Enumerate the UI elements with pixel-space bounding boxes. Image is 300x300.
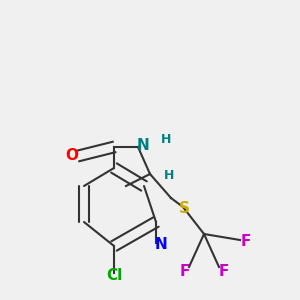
Text: S: S xyxy=(179,201,190,216)
Text: F: F xyxy=(241,234,251,249)
Text: N: N xyxy=(154,237,167,252)
Text: H: H xyxy=(161,133,172,146)
Text: F: F xyxy=(179,264,190,279)
Text: Cl: Cl xyxy=(106,268,122,284)
Text: O: O xyxy=(65,148,79,164)
Text: F: F xyxy=(218,264,229,279)
Text: N: N xyxy=(136,138,149,153)
Text: H: H xyxy=(164,169,175,182)
